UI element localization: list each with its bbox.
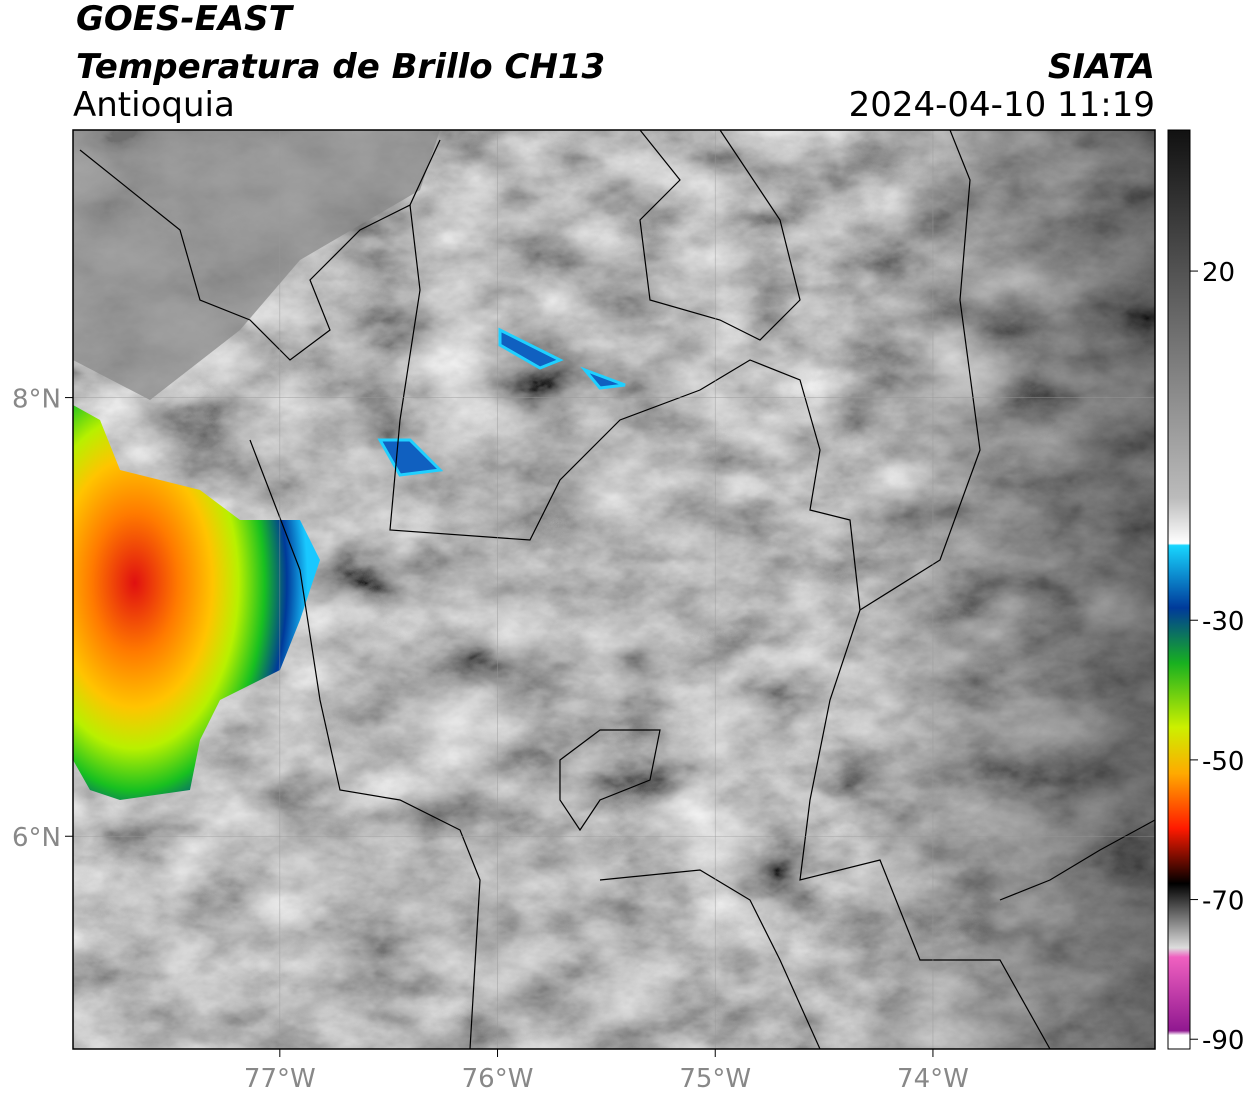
graticule	[73, 130, 1155, 1049]
cold-tops	[377, 327, 626, 477]
colorbar-tick-label: -50	[1202, 747, 1244, 777]
colorbar-tick-label: 20	[1202, 258, 1235, 288]
boundaries	[79, 130, 1155, 1049]
region: Antioquia	[73, 85, 235, 125]
map-image	[73, 130, 1155, 1049]
datetime: 2024-04-10 11:19	[849, 85, 1155, 125]
sea	[73, 130, 440, 400]
colorbar-tick-label: -30	[1202, 607, 1244, 637]
map-frame	[72, 129, 1156, 1050]
y-tick-label: 6°N	[12, 823, 61, 853]
subtitle: Temperatura de Brillo CH13	[76, 47, 605, 87]
y-tick-label: 8°N	[12, 385, 61, 415]
colorbar-tick-label: -90	[1202, 1026, 1244, 1056]
colorbar-tick-label: -70	[1202, 887, 1244, 917]
x-tick-label: 74°W	[897, 1064, 969, 1094]
colorbar	[1167, 129, 1191, 1050]
title: GOES-EAST	[76, 0, 295, 39]
x-tick-label: 76°W	[462, 1064, 534, 1094]
x-tick-label: 75°W	[679, 1064, 751, 1094]
source: SIATA	[1048, 47, 1155, 87]
storm-cell	[73, 405, 320, 800]
x-tick-label: 77°W	[244, 1064, 316, 1094]
